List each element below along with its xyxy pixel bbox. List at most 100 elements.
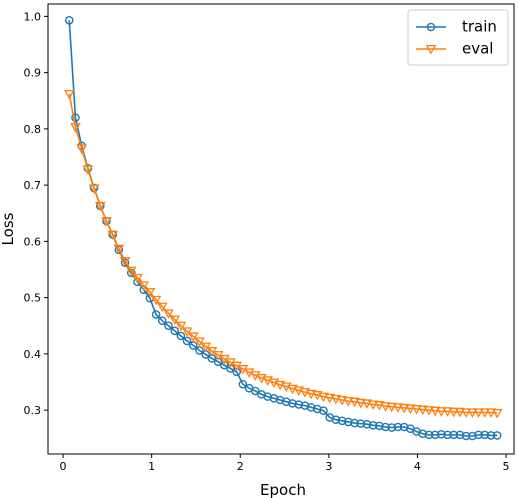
data-point-eval [200,342,212,353]
data-point-eval [281,382,292,393]
data-point-eval [429,406,441,417]
data-point-eval [101,217,112,227]
data-point-eval [423,406,435,416]
data-point-eval [119,257,131,267]
data-point-eval [187,332,199,342]
x-axis-title: Epoch [260,481,306,498]
data-point-train [157,316,167,325]
data-point-eval [113,244,125,255]
y-tick-label: 0.8 [24,123,42,136]
y-tick-label: 0.7 [24,179,42,192]
data-point-eval [169,315,180,326]
data-point-train [64,16,74,25]
data-point-eval [367,400,379,411]
data-point-train [182,336,192,346]
data-point-eval [125,266,137,277]
data-point-train [375,421,384,431]
data-point-train [468,431,477,441]
data-point-eval [312,390,323,401]
data-point-train [164,321,173,331]
data-point-eval [386,402,398,413]
data-point-eval [268,378,280,389]
data-point-eval [94,201,106,212]
data-point-eval [88,184,100,195]
data-point-eval [361,399,373,409]
data-point-eval [417,405,429,416]
data-point-eval [324,393,336,404]
x-tick-label: 2 [237,460,244,473]
y-tick-label: 1.0 [24,10,42,23]
data-point-train [486,431,496,440]
data-point-train [393,422,403,432]
data-point-eval [305,389,317,400]
data-point-eval [293,386,305,396]
data-point-eval [262,376,274,386]
data-point-eval [374,401,385,411]
data-point-train [443,430,452,440]
data-point-train [387,423,397,432]
data-point-eval [405,404,416,414]
data-point-eval [411,404,422,415]
data-point-train [337,416,347,426]
data-point-eval [274,380,286,391]
data-point-train [356,419,366,428]
data-point-eval [467,408,478,418]
data-point-eval [349,397,360,408]
data-point-train [449,430,459,440]
data-point-train [331,415,341,424]
x-tick-label: 1 [148,460,155,473]
plot-area [63,16,503,441]
data-point-eval [380,402,391,412]
y-tick-label: 0.9 [24,67,42,80]
data-point-train [430,430,440,440]
data-point-eval [491,408,503,419]
series-markers-eval [63,89,503,419]
axes: 0 1 2 3 4 5 0.3 0.4 0.5 0.6 0.7 0.8 0.9 1.0 [24,10,510,473]
data-point-train [362,419,372,429]
data-point-train [350,418,359,428]
data-point-eval [336,395,348,406]
plot-frame [47,3,515,455]
data-point-eval [460,408,472,418]
data-point-eval [392,403,404,413]
data-point-train [455,430,465,440]
legend-marker-eval [425,44,437,55]
legend-items [416,22,446,55]
data-point-train [294,400,304,409]
data-point-eval [479,408,491,418]
data-point-eval [485,408,497,418]
data-point-train [474,430,483,440]
x-tick-label: 4 [414,460,421,473]
data-point-train [71,113,80,122]
data-point-eval [287,384,298,395]
y-axis-title: Loss [0,212,17,245]
data-point-eval [181,327,193,337]
data-point-train [344,417,353,427]
data-point-train [319,406,328,415]
data-point-train [424,430,434,440]
data-point-eval [473,408,484,418]
data-point-eval [150,295,162,306]
data-point-eval [343,397,354,407]
data-point-eval [156,302,168,313]
data-point-eval [70,123,81,133]
legend-marker-train [426,22,436,32]
data-point-train [437,430,446,439]
data-point-eval [436,407,447,417]
data-point-train [176,331,186,341]
data-point-train [381,422,390,432]
data-point-eval [355,398,367,409]
legend: train eval [407,9,509,66]
data-point-train [492,431,502,440]
data-point-train [170,326,179,336]
y-tick-label: 0.3 [24,404,42,417]
legend-label-eval: eval [462,40,493,58]
data-point-eval [132,273,143,284]
x-tick-label: 5 [503,460,510,473]
y-tick-label: 0.5 [24,292,42,305]
data-point-eval [299,388,311,398]
data-point-eval [318,392,329,403]
data-point-eval [448,407,460,418]
data-point-eval [107,230,118,241]
